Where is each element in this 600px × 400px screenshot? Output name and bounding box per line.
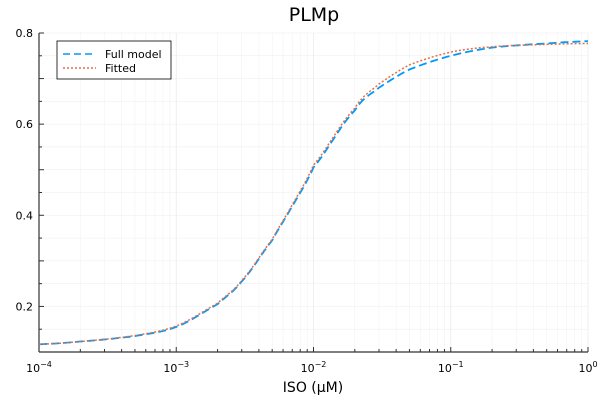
grid: [38, 32, 589, 353]
y-tick-label: 0.6: [16, 118, 34, 131]
legend-label-full-model: Full model: [105, 48, 162, 61]
x-tick-label: 10−4: [26, 360, 52, 375]
x-tick-labels: 10−4 10−3 10−2 10−1 100: [26, 360, 597, 375]
series-fitted-line: [38, 42, 588, 346]
legend-label-fitted: Fitted: [105, 62, 136, 75]
y-tick-label: 0.2: [16, 300, 34, 313]
y-tick-labels: 0.8 0.6 0.4 0.2: [16, 27, 34, 313]
series-full-model-line: [38, 40, 589, 346]
y-tick-label: 0.8: [16, 27, 34, 40]
x-tick-label: 10−2: [301, 360, 327, 375]
chart-title: PLMp: [289, 4, 340, 26]
x-tick-label: 10−1: [438, 360, 464, 375]
series-lines: [38, 40, 589, 346]
x-axis-label: ISO (μM): [283, 380, 343, 396]
x-tick-label: 10−3: [163, 360, 189, 375]
legend: Full model Fitted: [56, 40, 172, 80]
x-tick-label: 100: [578, 360, 597, 375]
y-tick-label: 0.4: [16, 209, 34, 222]
